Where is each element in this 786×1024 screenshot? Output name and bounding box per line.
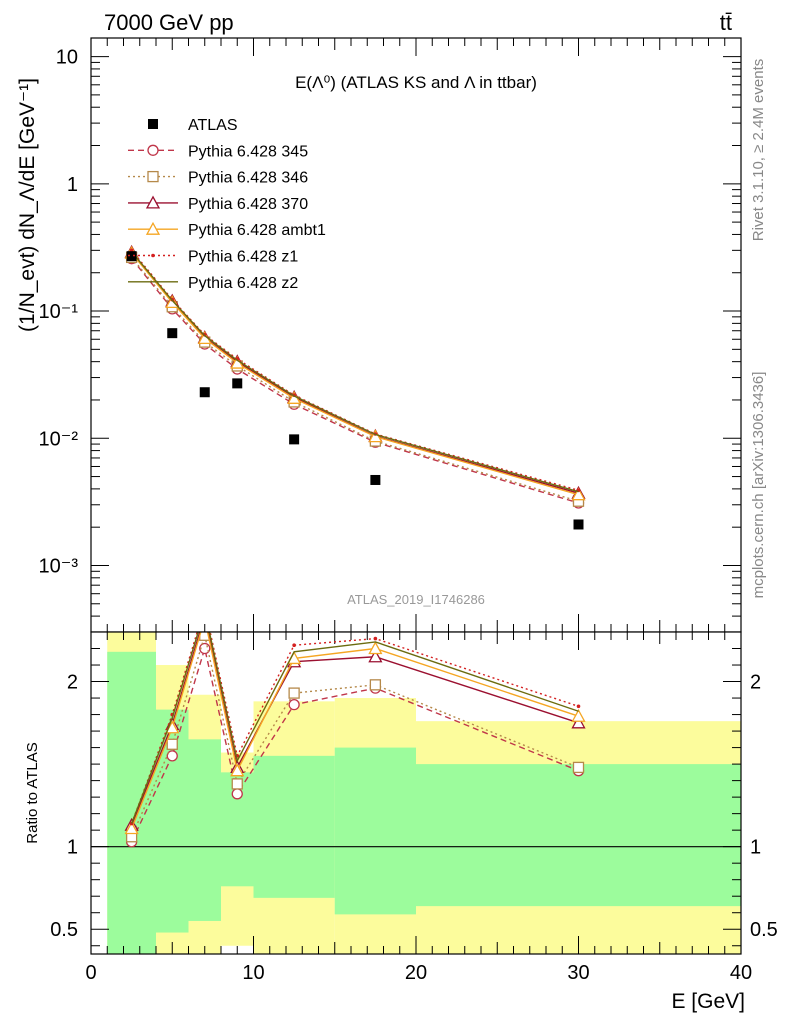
main-plot-ticks: 10⁻³ 10⁻² 10⁻¹ 1 10 [39, 38, 742, 633]
uncertainty-band-green [253, 755, 335, 898]
data-point [232, 378, 243, 389]
rivet-label: Rivet 3.1.10, ≥ 2.4M events [750, 59, 767, 242]
mc-series-marker [368, 429, 383, 443]
ratio-series-marker [373, 636, 378, 641]
ratio-series-marker [288, 687, 300, 699]
ratio-tick-label-right: 0.5 [750, 919, 778, 941]
header-energy-label: 7000 GeV pp [104, 10, 234, 35]
ratio-plot-ticks: 0.5 0.51 12 20 10 20 30 40 [50, 632, 778, 984]
uncertainty-band-green [334, 747, 416, 915]
ratio-tick-label-left: 0.5 [50, 919, 78, 941]
mcplots-label: mcplots.cern.ch [arXiv:1306.3436] [750, 372, 767, 599]
legend-label: Pythia 6.428 z2 [188, 275, 298, 292]
ratio-tick-label-right: 1 [750, 837, 761, 859]
legend-label: Pythia 6.428 345 [188, 143, 308, 160]
main-plot-background [91, 38, 741, 632]
legend-marker [148, 119, 158, 129]
ratio-series-marker [576, 704, 581, 709]
legend-label: Pythia 6.428 346 [188, 170, 308, 187]
legend-marker [145, 221, 161, 235]
ratio-tick-label-right: 2 [750, 672, 761, 694]
mc-series-line [131, 251, 579, 493]
legend-label: Pythia 6.428 ambt1 [188, 222, 326, 239]
ratio-series-marker [231, 788, 243, 800]
data-point [289, 434, 300, 445]
ratio-series-marker [230, 763, 245, 777]
ratio-series-marker [571, 708, 586, 722]
x-tick-label: 30 [567, 962, 589, 984]
ratio-series-marker [368, 649, 383, 663]
data-point [126, 251, 137, 262]
ratio-series-marker [368, 641, 383, 655]
ratio-series-marker [292, 643, 296, 648]
ratio-y-axis-label: Ratio to ATLAS [24, 742, 41, 843]
ratio-uncertainty-bands [107, 632, 741, 954]
legend-marker [147, 170, 159, 183]
ratio-series-line [130, 632, 579, 824]
data-point [167, 328, 178, 339]
legend-marker [147, 144, 159, 156]
data-point [199, 387, 210, 398]
ratio-plot-frame [90, 631, 742, 955]
ratio-series-marker [231, 778, 243, 790]
y-tick-label: 10 [56, 47, 78, 69]
ratio-series [124, 632, 586, 848]
ratio-series-marker [571, 715, 586, 729]
legend: ATLAS Pythia 6.428 345 Pythia 6.428 346 Pyt… [128, 117, 326, 292]
legend-label: Pythia 6.428 z1 [188, 249, 298, 266]
chart-title: E(Λ⁰) (ATLAS KS and Λ in ttbar) [295, 73, 537, 92]
x-tick-label: 20 [405, 962, 427, 984]
legend-label: ATLAS [188, 117, 238, 134]
uncertainty-band-green [416, 764, 741, 907]
ratio-series-marker [288, 699, 300, 711]
x-axis-label: E [GeV] [671, 990, 745, 1013]
header-process-label: tt̄ [720, 10, 732, 35]
ratio-series-marker [166, 750, 178, 762]
uncertainty-band-green [188, 739, 221, 921]
ratio-series-marker [124, 821, 139, 835]
x-tick-label: 40 [730, 962, 752, 984]
legend-label: Pythia 6.428 370 [188, 196, 308, 213]
y-tick-label: 10⁻³ [39, 555, 79, 577]
y-tick-label: 10⁻² [39, 428, 79, 450]
uncertainty-band-green [107, 651, 156, 954]
ratio-tick-label-left: 1 [67, 837, 78, 859]
ratio-series-marker [572, 761, 585, 774]
ratio-series-marker [369, 679, 382, 691]
main-plot-data-points [126, 251, 584, 530]
mc-series-marker [571, 487, 586, 501]
ratio-series-marker [166, 738, 178, 750]
y-axis-label: (1/N_evt) dN_Λ/dE [GeV⁻¹] [16, 78, 39, 332]
legend-marker [151, 253, 155, 258]
data-point [370, 474, 381, 485]
legend-marker [145, 195, 161, 209]
y-tick-label: 10⁻¹ [39, 301, 79, 323]
y-tick-label: 1 [67, 174, 78, 196]
ratio-tick-label-left: 2 [67, 672, 78, 694]
analysis-tag: ATLAS_2019_I1746286 [347, 592, 485, 607]
data-point [573, 519, 584, 530]
x-tick-label: 10 [242, 962, 264, 984]
x-tick-label: 0 [85, 962, 96, 984]
